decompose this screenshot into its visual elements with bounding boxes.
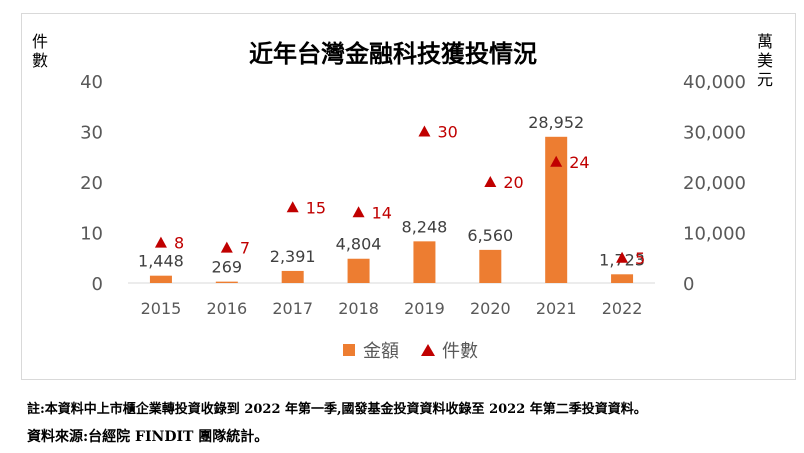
left-axis-ticks: 0 10 20 30 40: [80, 72, 103, 295]
x-tick-label: 2020: [470, 299, 511, 318]
amount-bar-label: 6,560: [467, 226, 513, 245]
x-tick-label: 2019: [404, 299, 445, 318]
footnote: 註:本資料中上市櫃企業轉投資收錄到 2022 年第一季,國發基金投資資料收錄至 …: [27, 402, 647, 417]
count-marker: [550, 155, 563, 167]
legend: 金額 件數: [343, 341, 478, 362]
x-tick-label: 2018: [338, 299, 379, 318]
legend-label-amount: 金額: [363, 341, 399, 362]
amount-bar-label: 1,448: [138, 252, 184, 271]
left-axis-label-char: 件: [32, 32, 48, 51]
amount-bar-label: 4,804: [336, 235, 382, 254]
right-axis-label-char: 萬: [757, 32, 773, 51]
amount-bar: [149, 275, 172, 283]
left-tick-label: 30: [80, 123, 103, 144]
amount-bar: [347, 258, 370, 283]
x-tick-label: 2022: [602, 299, 643, 318]
amount-bar: [281, 270, 304, 283]
count-marker: [220, 241, 233, 253]
chart-title: 近年台灣金融科技獲投情況: [249, 40, 537, 68]
count-marker: [352, 206, 365, 218]
marker-series: 8 7 15 14 30 20 24 5: [154, 123, 645, 268]
count-marker: [286, 201, 299, 213]
left-tick-label: 40: [80, 72, 103, 93]
count-marker-label: 7: [240, 239, 250, 258]
count-marker-label: 30: [437, 123, 457, 142]
legend-swatch-amount: [343, 344, 355, 356]
amount-bar: [413, 241, 436, 283]
count-marker: [484, 176, 497, 187]
amount-bar: [611, 274, 634, 283]
count-marker-label: 14: [372, 203, 392, 222]
right-tick-label: 20,000: [683, 173, 746, 194]
x-tick-label: 2021: [536, 299, 577, 318]
left-tick-label: 10: [80, 224, 103, 245]
count-marker: [154, 236, 167, 248]
amount-bar-label: 28,952: [528, 113, 584, 132]
right-tick-label: 10,000: [683, 224, 746, 245]
amount-bar: [215, 281, 238, 283]
x-tick-label: 2017: [272, 299, 313, 318]
left-axis-label-char: 數: [32, 51, 48, 70]
right-axis-label-char: 美: [757, 51, 773, 70]
amount-bar-label: 8,248: [402, 217, 448, 236]
count-marker-label: 15: [306, 198, 326, 217]
count-marker: [418, 125, 431, 137]
chart-canvas: 近年台灣金融科技獲投情況 件數 萬美元 0 10 20 30 40 0 10,000 20,…: [32, 32, 773, 362]
x-tick-label: 2015: [141, 299, 182, 318]
right-axis-label-char: 元: [757, 70, 773, 89]
right-axis-ticks: 0 10,000 20,000 30,000 40,000: [683, 72, 746, 295]
chart-frame: [21, 13, 796, 380]
left-tick-label: 0: [92, 274, 103, 295]
right-tick-label: 0: [683, 274, 694, 295]
amount-bar: [479, 249, 502, 283]
count-marker: [616, 251, 629, 263]
amount-bar-label: 269: [212, 258, 243, 277]
x-tick-label: 2016: [206, 299, 247, 318]
right-tick-label: 30,000: [683, 123, 746, 144]
count-marker-label: 20: [503, 173, 523, 192]
x-axis-ticks: 2015 2016 2017 2018 2019 2020 2021 2022: [141, 299, 643, 318]
left-axis-label: 件數: [32, 32, 48, 70]
right-tick-label: 40,000: [683, 72, 746, 93]
count-marker-label: 8: [174, 234, 184, 253]
count-marker-label: 24: [569, 153, 589, 172]
left-tick-label: 20: [80, 173, 103, 194]
amount-bar-label: 2,391: [270, 247, 316, 266]
amount-bar: [545, 136, 568, 283]
source-note: 資料來源:台經院 FINDIT 團隊統計。: [27, 429, 269, 445]
count-marker-label: 5: [635, 249, 645, 268]
legend-swatch-count: [421, 344, 435, 356]
legend-label-count: 件數: [442, 341, 478, 362]
right-axis-label: 萬美元: [757, 32, 773, 89]
